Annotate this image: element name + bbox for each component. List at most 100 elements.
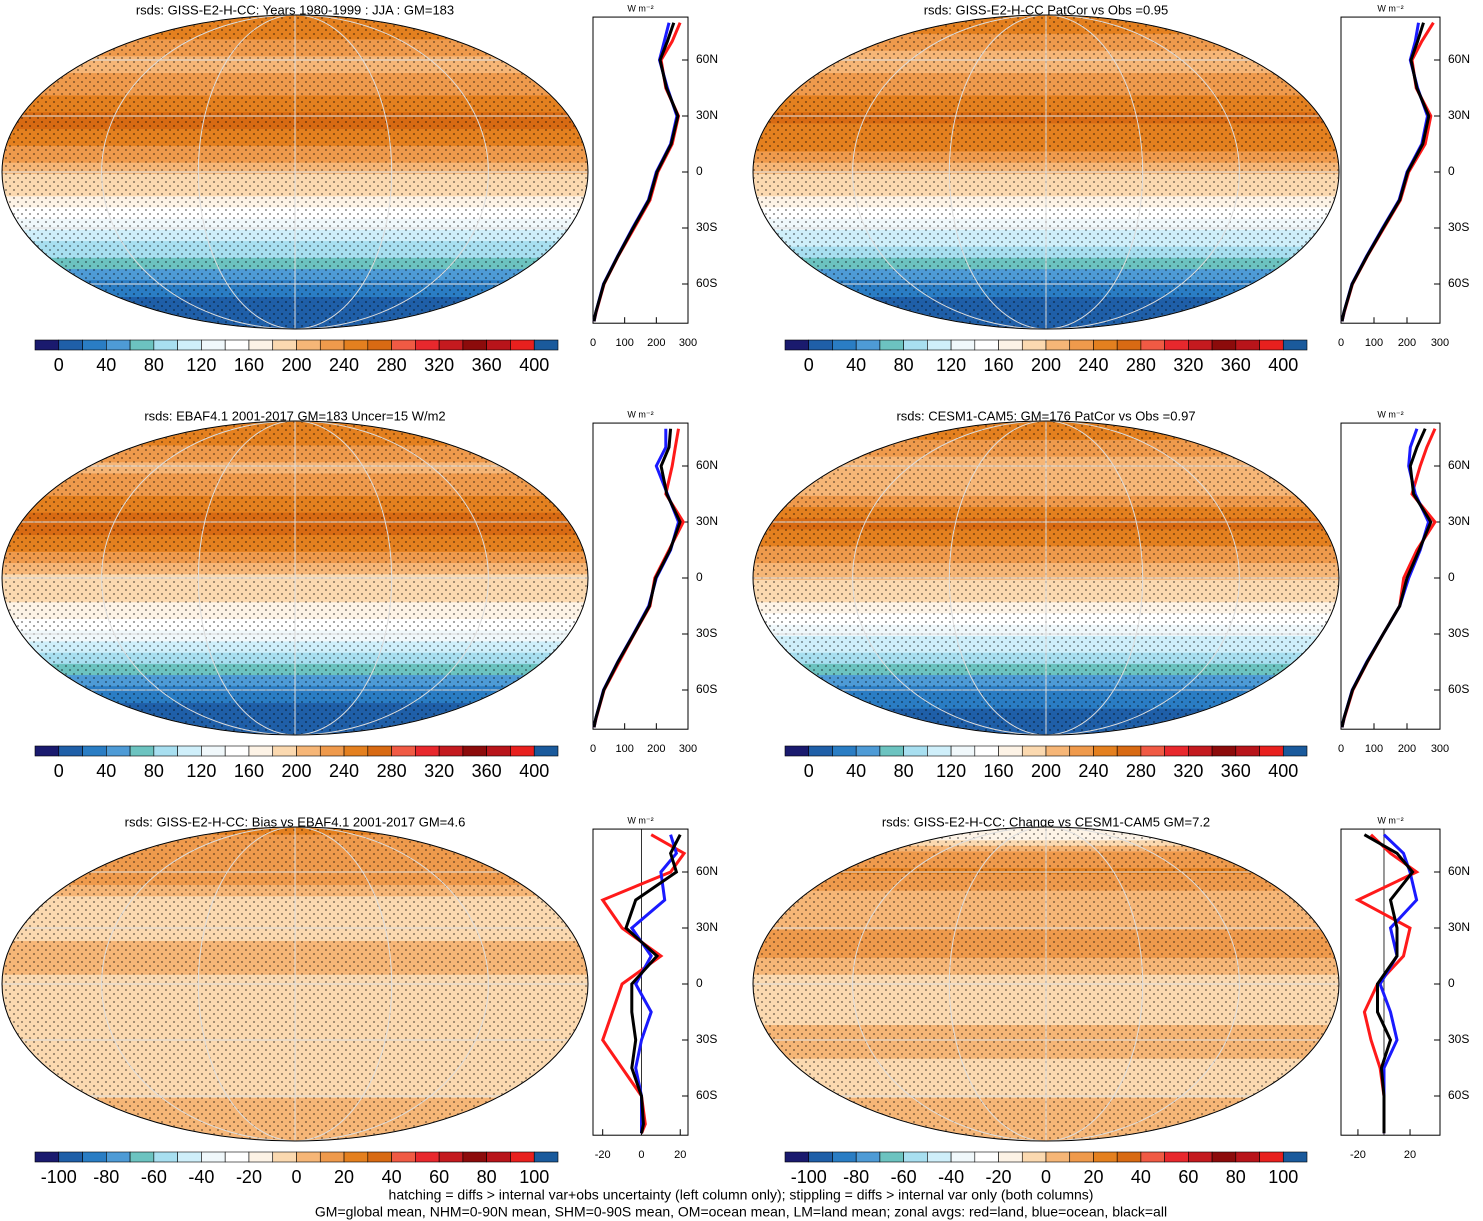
colorbar-box [272, 1151, 297, 1163]
x-tick-label: 0 [590, 337, 596, 349]
colorbar-box [129, 1151, 155, 1163]
colorbar-box [438, 745, 464, 757]
colorbar-label: -40 [938, 1167, 964, 1187]
y-tick-label: 30S [696, 220, 717, 234]
colorbar-box [974, 339, 999, 351]
colorbar-label: 400 [1268, 761, 1298, 781]
y-tick-label: 60N [696, 52, 718, 66]
zonal-frame [1340, 16, 1441, 324]
colorbar-box [998, 745, 1023, 757]
y-tick-label: 60N [1448, 52, 1470, 66]
colorbar-box [415, 1151, 440, 1163]
colorbar-box [462, 339, 487, 351]
map-border [752, 14, 1340, 330]
map-band [751, 737, 1341, 743]
colorbar-box [832, 339, 857, 351]
colorbar-box [82, 1151, 107, 1163]
colorbar-box [1021, 745, 1047, 757]
meridian [101, 827, 489, 1141]
map-bands [2, 15, 588, 329]
colorbar-box [1140, 1151, 1165, 1163]
x-tick-label: 0 [1338, 743, 1344, 755]
colorbar-box [296, 339, 321, 351]
colorbar-box [1164, 339, 1189, 351]
map-bands [751, 421, 1341, 743]
colorbar-box [1045, 339, 1071, 351]
colorbar-label: -40 [188, 1167, 214, 1187]
map [1, 826, 589, 1142]
y-tick-label: 30N [696, 108, 718, 122]
y-tick-label: 0 [1448, 570, 1455, 584]
colorbar-box [367, 1151, 392, 1163]
colorbar-box [533, 339, 559, 351]
y-tick-label: 30N [1448, 514, 1470, 528]
colorbar-label: 100 [519, 1167, 549, 1187]
colorbar-box [1259, 339, 1284, 351]
colorbar-label: 240 [1078, 761, 1108, 781]
colorbar-label: 360 [1221, 761, 1251, 781]
colorbar-box [486, 339, 511, 351]
meridian [197, 421, 393, 735]
zonal-frame [1340, 422, 1441, 730]
colorbar-box [486, 1151, 511, 1163]
colorbar-box [34, 745, 60, 757]
y-tick-label: 60S [696, 1088, 717, 1102]
colorbar-label: 240 [329, 761, 359, 781]
meridian [197, 827, 393, 1141]
colorbar-box [1188, 339, 1213, 351]
colorbar-label: 0 [291, 1167, 301, 1187]
colorbar-box [784, 339, 810, 351]
zonal-unit: W m⁻² [1377, 3, 1403, 13]
colorbar-label: 20 [1083, 1167, 1103, 1187]
colorbar-label: 400 [1268, 355, 1298, 375]
panel-title: rsds: EBAF4.1 2001-2017 GM=183 Uncer=15 … [144, 408, 445, 423]
zonal-unit: W m⁻² [627, 815, 653, 825]
meridian [852, 421, 1240, 735]
colorbar-label: 200 [1031, 355, 1061, 375]
x-tick-label: 20 [1404, 1149, 1416, 1161]
y-tick-label: 60S [1448, 682, 1469, 696]
colorbar-box [1116, 339, 1142, 351]
colorbar-label: 0 [54, 761, 64, 781]
zonal-unit: W m⁻² [627, 3, 653, 13]
colorbar-box [296, 1151, 321, 1163]
colorbar-label: 80 [894, 761, 914, 781]
x-tick-label: 200 [1398, 743, 1416, 755]
zonal-line [600, 833, 687, 1134]
colorbar-box [58, 745, 83, 757]
y-tick-label: 30S [1448, 220, 1469, 234]
colorbar-label: 120 [936, 761, 966, 781]
colorbar-label: 0 [54, 355, 64, 375]
colorbar-box [1282, 339, 1308, 351]
colorbar-label: 240 [329, 355, 359, 375]
colorbar-box [106, 339, 131, 351]
x-tick-label: 0 [590, 743, 596, 755]
colorbar-box [462, 1151, 487, 1163]
colorbar-box [950, 339, 976, 351]
colorbar-label: 20 [334, 1167, 354, 1187]
colorbar-box [1211, 339, 1237, 351]
zonal-frame [592, 828, 689, 1136]
colorbar-box [832, 745, 857, 757]
colorbar-box [998, 339, 1023, 351]
x-tick-label: 300 [679, 337, 697, 349]
x-tick-label: 300 [1431, 337, 1449, 349]
colorbar-box [1021, 1151, 1047, 1163]
colorbar-label: 160 [984, 761, 1014, 781]
map-band [751, 1143, 1341, 1149]
y-tick-label: 30S [696, 626, 717, 640]
colorbar-box [462, 745, 487, 757]
meridian [948, 421, 1144, 735]
colorbar-box [1069, 1151, 1094, 1163]
colorbar-box [272, 339, 297, 351]
colorbar-box [367, 339, 392, 351]
colorbar-box [1235, 339, 1260, 351]
colorbar-box [296, 745, 321, 757]
zonal-unit: W m⁻² [1377, 815, 1403, 825]
colorbar-box [1211, 745, 1237, 757]
colorbar-label: 160 [234, 761, 264, 781]
colorbar-box [1093, 745, 1118, 757]
colorbar-label: 0 [1041, 1167, 1051, 1187]
panel-title: rsds: CESM1-CAM5: GM=176 PatCor vs Obs =… [896, 408, 1195, 423]
